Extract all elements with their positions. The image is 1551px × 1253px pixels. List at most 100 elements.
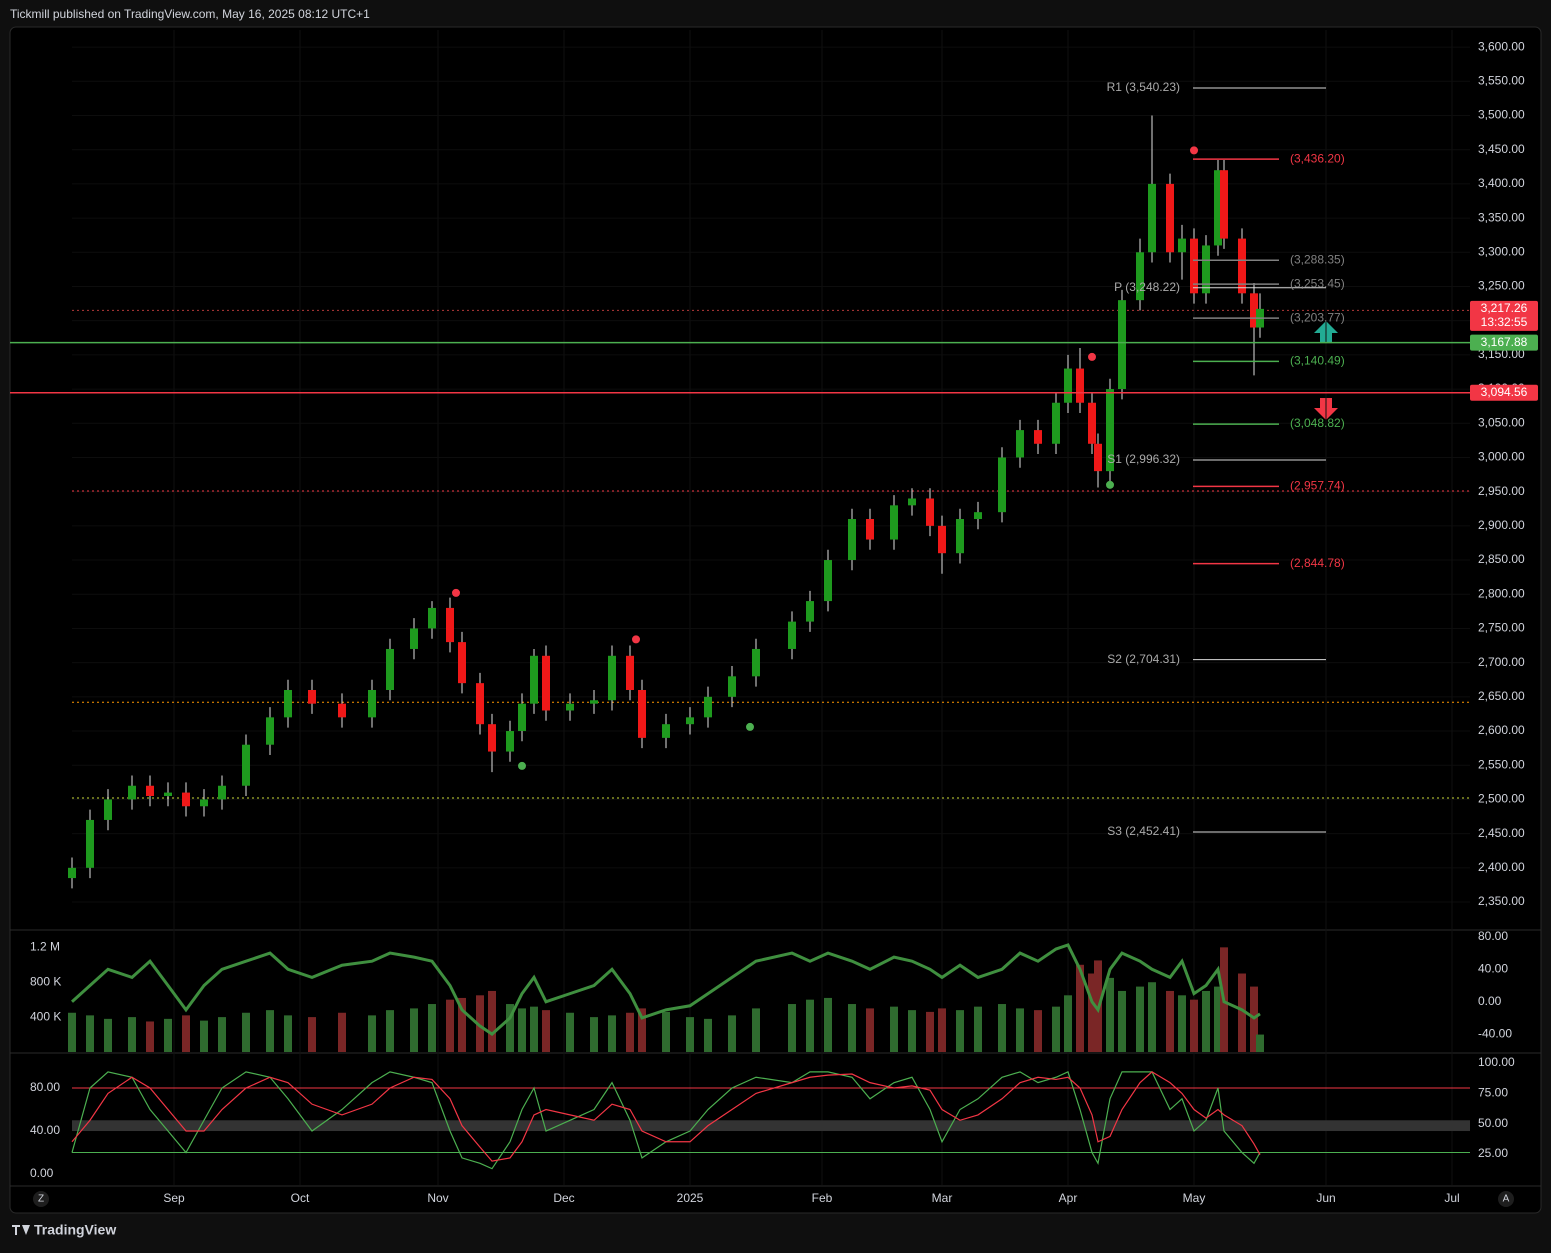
y-tick-label: 3,050.00 bbox=[1478, 415, 1525, 429]
candle-body bbox=[146, 785, 154, 797]
candle-body bbox=[542, 655, 550, 711]
candle-body bbox=[1088, 402, 1096, 444]
volume-bar bbox=[488, 990, 496, 1052]
volume-bar bbox=[518, 1008, 526, 1052]
x-tick-label: Sep bbox=[163, 1191, 185, 1205]
y-tick-label: 2,750.00 bbox=[1478, 621, 1525, 635]
volume-bar bbox=[566, 1012, 574, 1052]
volume-bar bbox=[866, 1008, 874, 1052]
y-tick-label: 2,700.00 bbox=[1478, 655, 1525, 669]
candle-body bbox=[476, 683, 484, 725]
y-tick-label: 3,350.00 bbox=[1478, 210, 1525, 224]
volume-bar bbox=[542, 1010, 550, 1052]
volume-bar bbox=[728, 1015, 736, 1052]
volume-bar bbox=[1214, 986, 1222, 1052]
volume-bar bbox=[86, 1015, 94, 1052]
candle-body bbox=[1052, 402, 1060, 444]
logo-icon bbox=[12, 1225, 30, 1235]
y-tick-label: 1.2 M bbox=[30, 940, 60, 954]
signal-dot bbox=[1088, 352, 1096, 361]
candle-body bbox=[506, 731, 514, 752]
candle-body bbox=[788, 621, 796, 649]
volume-bar bbox=[530, 1006, 538, 1052]
volume-bar bbox=[386, 1010, 394, 1052]
y2-tick-label: 0.00 bbox=[1478, 994, 1502, 1008]
candle-body bbox=[866, 519, 874, 540]
volume-bar bbox=[182, 1015, 190, 1052]
candle-body bbox=[590, 700, 598, 704]
volume-bar bbox=[686, 1017, 694, 1052]
x-tick-label: Mar bbox=[932, 1191, 953, 1205]
volume-bar bbox=[284, 1015, 292, 1052]
scale-button-label[interactable]: Z bbox=[38, 1194, 44, 1205]
volume-bar bbox=[788, 1004, 796, 1052]
candle-body bbox=[458, 642, 466, 684]
stoch-line bbox=[71, 1071, 1261, 1170]
pivot-label: R1 (3,540.23) bbox=[1107, 80, 1180, 94]
volume-bar bbox=[218, 1017, 226, 1052]
scale-button-label[interactable]: A bbox=[1503, 1194, 1510, 1205]
volume-bar bbox=[410, 1008, 418, 1052]
candle-body bbox=[1214, 170, 1222, 246]
y2-tick-label: 25.00 bbox=[1478, 1146, 1508, 1160]
level-label: (3,436.20) bbox=[1290, 151, 1345, 165]
volume-bar bbox=[476, 995, 484, 1052]
volume-bar bbox=[1166, 990, 1174, 1052]
candle-body bbox=[1136, 252, 1144, 301]
candle-body bbox=[1016, 430, 1024, 458]
volume-bar bbox=[1052, 1006, 1060, 1052]
volume-bar bbox=[824, 997, 832, 1052]
x-tick-label: Feb bbox=[812, 1191, 833, 1205]
volume-bar bbox=[956, 1010, 964, 1052]
y-tick-label: 2,600.00 bbox=[1478, 723, 1525, 737]
volume-bar bbox=[638, 1008, 646, 1052]
y-tick-label: 2,950.00 bbox=[1478, 484, 1525, 498]
price-tag bbox=[1470, 300, 1538, 331]
y-tick-label: 2,800.00 bbox=[1478, 586, 1525, 600]
y-tick-label: 80.00 bbox=[30, 1080, 60, 1094]
y-tick-label: 3,450.00 bbox=[1478, 142, 1525, 156]
candle-body bbox=[1250, 293, 1258, 328]
candle-body bbox=[824, 560, 832, 602]
y2-tick-label: -40.00 bbox=[1478, 1026, 1512, 1040]
pivot-label: P (3,248.22) bbox=[1114, 280, 1180, 294]
candle-body bbox=[1190, 238, 1198, 294]
chart-frame bbox=[9, 26, 1542, 1214]
candle-body bbox=[284, 689, 292, 718]
y-tick-label: 3,550.00 bbox=[1478, 73, 1525, 87]
candle-body bbox=[488, 724, 496, 752]
candle-body bbox=[200, 799, 208, 807]
candle-body bbox=[638, 689, 646, 738]
candle-body bbox=[1202, 245, 1210, 294]
signal-dot bbox=[452, 588, 460, 597]
candle-body bbox=[428, 607, 436, 629]
volume-bar bbox=[200, 1020, 208, 1052]
candle-body bbox=[242, 744, 250, 786]
y-tick-label: 2,450.00 bbox=[1478, 826, 1525, 840]
candle-body bbox=[890, 505, 898, 540]
pivot-label: S2 (2,704.31) bbox=[1107, 652, 1180, 666]
x-tick-label: Nov bbox=[427, 1191, 448, 1205]
candle-body bbox=[386, 648, 394, 690]
price-tag-label: 3,167.88 bbox=[1481, 335, 1528, 349]
y2-tick-label: 40.00 bbox=[1478, 961, 1508, 975]
volume-bar bbox=[368, 1015, 376, 1052]
signal-dot bbox=[1190, 146, 1198, 155]
scale-button[interactable] bbox=[33, 1191, 49, 1207]
volume-bar bbox=[242, 1012, 250, 1052]
y-tick-label: 3,000.00 bbox=[1478, 450, 1525, 464]
volume-bar bbox=[68, 1012, 76, 1052]
volume-bar bbox=[590, 1017, 598, 1052]
candle-body bbox=[104, 799, 112, 820]
candle-body bbox=[1076, 368, 1084, 403]
y-tick-label: 2,500.00 bbox=[1478, 792, 1525, 806]
candle-body bbox=[566, 703, 574, 711]
scale-button[interactable] bbox=[1498, 1191, 1514, 1207]
candle-body bbox=[626, 655, 634, 690]
x-tick-label: Jun bbox=[1316, 1191, 1335, 1205]
volume-bar bbox=[1034, 1010, 1042, 1052]
volume-bar bbox=[908, 1010, 916, 1052]
signal-dot bbox=[746, 722, 754, 731]
y-tick-label: 2,400.00 bbox=[1478, 860, 1525, 874]
